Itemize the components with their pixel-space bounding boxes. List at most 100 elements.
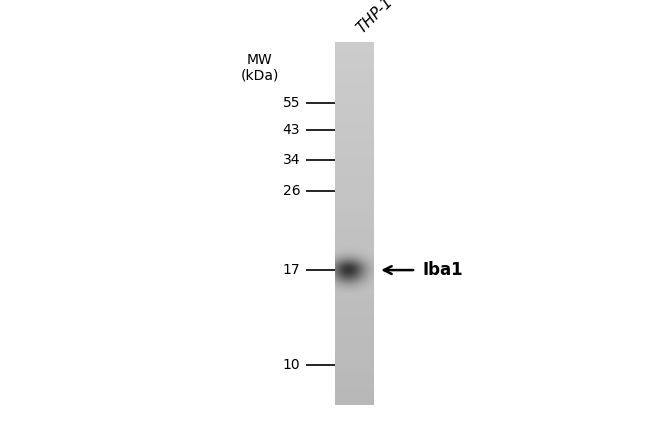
Bar [335, 74, 374, 75]
Bar [335, 358, 374, 359]
Bar [335, 346, 374, 347]
Bar [335, 248, 374, 249]
Bar [335, 47, 374, 48]
Bar [335, 119, 374, 121]
Bar [335, 325, 374, 327]
Bar [335, 62, 374, 63]
Bar [335, 311, 374, 312]
Bar [335, 233, 374, 235]
Bar [335, 394, 374, 395]
Bar [335, 271, 374, 272]
Bar [335, 365, 374, 366]
Bar [335, 192, 374, 193]
Bar [335, 342, 374, 344]
Bar [335, 140, 374, 141]
Bar [335, 282, 374, 283]
Bar [335, 284, 374, 285]
Bar [335, 353, 374, 354]
Bar [335, 235, 374, 236]
Bar [335, 97, 374, 98]
Bar [335, 193, 374, 195]
Bar [335, 147, 374, 149]
Bar [335, 397, 374, 398]
Bar [335, 285, 374, 287]
Bar [335, 359, 374, 360]
Bar [335, 197, 374, 198]
Bar [335, 176, 374, 178]
Bar [335, 243, 374, 244]
Bar [335, 145, 374, 146]
Bar [335, 316, 374, 317]
Bar [335, 288, 374, 289]
Bar [335, 273, 374, 274]
Bar [335, 347, 374, 348]
Bar [335, 319, 374, 320]
Bar [335, 57, 374, 58]
Bar [335, 294, 374, 295]
Bar [335, 178, 374, 179]
Bar [335, 211, 374, 213]
Bar [335, 203, 374, 204]
Bar [335, 373, 374, 375]
Bar [335, 246, 374, 248]
Bar [335, 135, 374, 137]
Bar [335, 244, 374, 246]
Bar [335, 121, 374, 122]
Text: 26: 26 [283, 184, 300, 198]
Bar [335, 65, 374, 66]
Bar [335, 257, 374, 259]
Bar [335, 59, 374, 60]
Bar [335, 323, 374, 324]
Bar [335, 351, 374, 352]
Bar [335, 169, 374, 170]
Bar [335, 262, 374, 264]
Bar [335, 338, 374, 340]
Bar [335, 377, 374, 379]
Bar [335, 70, 374, 71]
Bar [335, 175, 374, 176]
Bar [335, 68, 374, 69]
Bar [335, 184, 374, 185]
Bar [335, 173, 374, 174]
Bar [335, 201, 374, 202]
Bar [335, 129, 374, 130]
Bar [335, 230, 374, 231]
Bar [335, 320, 374, 322]
Bar [335, 272, 374, 273]
Bar [335, 141, 374, 143]
Bar [335, 279, 374, 281]
Bar [335, 398, 374, 399]
Text: 55: 55 [283, 96, 300, 111]
Bar [335, 364, 374, 365]
Bar [335, 308, 374, 310]
Bar [335, 329, 374, 330]
Bar [335, 330, 374, 331]
Bar [335, 395, 374, 397]
Bar [335, 152, 374, 154]
Bar [335, 278, 374, 279]
Bar [335, 335, 374, 336]
Bar [335, 124, 374, 126]
Bar [335, 58, 374, 59]
Text: 10: 10 [283, 358, 300, 372]
Bar [335, 167, 374, 168]
Bar [335, 83, 374, 84]
Bar [335, 259, 374, 260]
Bar [335, 76, 374, 77]
Bar [335, 181, 374, 183]
Bar [335, 310, 374, 311]
Bar [335, 63, 374, 64]
Bar [335, 116, 374, 117]
Bar [335, 139, 374, 140]
Bar [335, 137, 374, 138]
Bar [335, 214, 374, 215]
Bar [335, 267, 374, 268]
Bar [335, 348, 374, 349]
Bar [335, 277, 374, 278]
Bar [335, 381, 374, 382]
Bar [335, 185, 374, 186]
Bar [335, 106, 374, 108]
Bar [335, 71, 374, 73]
Bar [335, 238, 374, 239]
Bar [335, 99, 374, 100]
